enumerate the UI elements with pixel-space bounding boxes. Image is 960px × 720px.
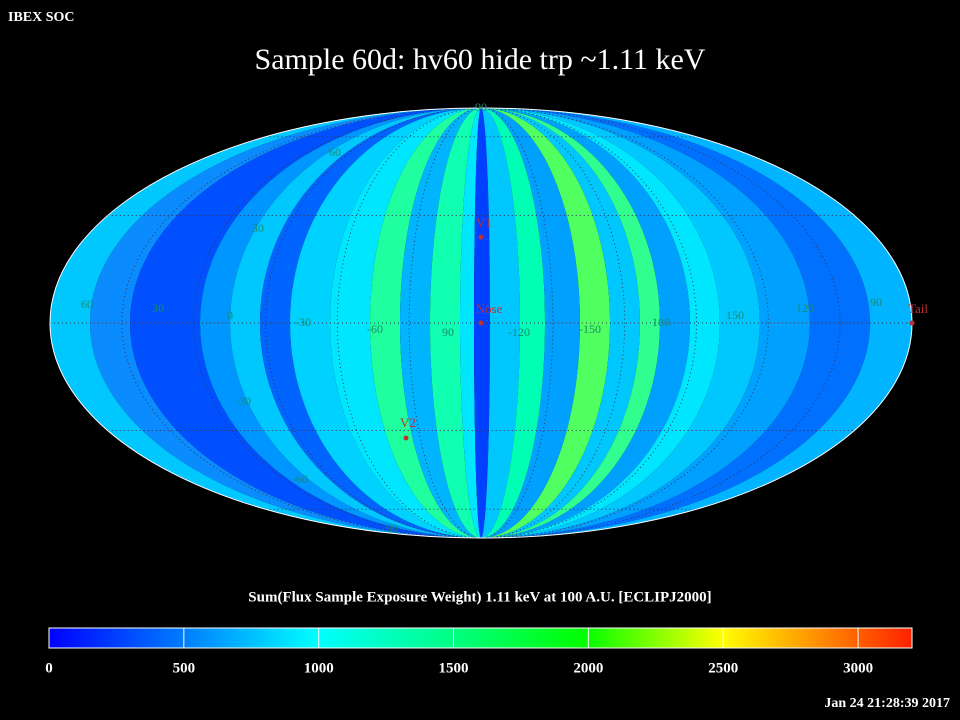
longitude-label: -30 (295, 315, 311, 329)
longitude-label: -60 (367, 322, 383, 336)
colorbar-tick-label: 1500 (439, 660, 469, 676)
graticule (49, 107, 913, 539)
band (481, 108, 870, 538)
marker-label: Nose (476, 301, 503, 316)
band (481, 108, 760, 538)
colorbar-tick-label: 2500 (708, 660, 738, 676)
title: Sample 60d: hv60 hide trp ~1.11 keV (255, 43, 706, 76)
marker-dot (403, 435, 409, 441)
marker-dot (478, 234, 484, 240)
band (130, 108, 481, 538)
band (481, 108, 610, 538)
marker-label: Tail (908, 301, 928, 316)
latitude-label: 90 (475, 100, 487, 114)
longitude-label: 150 (726, 308, 744, 322)
latitude-label: 60 (329, 145, 341, 159)
colorbar-tick-label: 3000 (843, 660, 873, 676)
longitude-label: 0 (227, 308, 233, 322)
colorbar-tick-label: 0 (45, 660, 53, 676)
longitude-label: 90 (442, 325, 454, 339)
colorbar (48, 627, 913, 649)
latitude-label: 30 (252, 221, 264, 235)
latitude-label: 90 (386, 521, 398, 535)
map-labels: 60 30 0 -30 -60 90 -120 -150 180 150 120 90 90 60 30 -3… (81, 100, 928, 535)
band (290, 108, 481, 538)
longitude-label: 120 (796, 301, 814, 315)
marker-dot (478, 320, 484, 326)
longitude-label: -120 (508, 325, 530, 339)
colorbar-ticks: 0 500 1000 1500 2000 2500 3000 (45, 628, 873, 676)
longitude-label: 180 (652, 315, 670, 329)
timestamp: Jan 24 21:28:39 2017 (824, 696, 950, 711)
band (430, 108, 481, 538)
longitude-label: -150 (579, 322, 601, 336)
marker-label: V2 (400, 415, 416, 430)
band (481, 108, 520, 538)
longitude-label: 60 (81, 297, 93, 311)
longitude-label: 30 (152, 301, 164, 315)
colorbar-tick-label: 500 (173, 660, 196, 676)
latitude-label: -60 (292, 472, 308, 486)
band (370, 108, 481, 538)
marker-dot (909, 320, 915, 326)
meridian (408, 107, 554, 539)
band (481, 108, 580, 538)
colorbar-label: Sum(Flux Sample Exposure Weight) 1.11 ke… (248, 589, 711, 605)
longitude-label: 90 (870, 295, 882, 309)
colorbar-tick-label: 2000 (573, 660, 603, 676)
band (481, 108, 545, 538)
band (481, 108, 690, 538)
marker-label: V1 (476, 215, 492, 230)
header: IBEX SOC (8, 10, 75, 25)
colorbar-tick-label: 1000 (304, 660, 334, 676)
band (260, 108, 481, 538)
latitude-label: -30 (235, 394, 251, 408)
